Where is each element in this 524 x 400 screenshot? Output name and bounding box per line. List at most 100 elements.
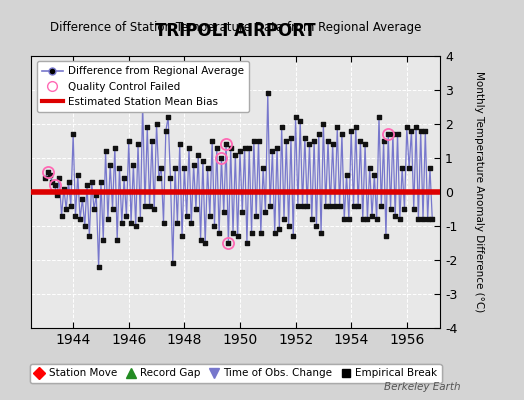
Point	[350, 202, 358, 209]
Point	[106, 162, 114, 168]
Point	[55, 175, 63, 182]
Point	[322, 202, 330, 209]
Point	[125, 138, 133, 144]
Point	[236, 148, 244, 154]
Point	[326, 202, 334, 209]
Point	[270, 230, 279, 236]
Point	[213, 145, 221, 151]
Point	[254, 138, 263, 144]
Point	[410, 206, 418, 212]
Point	[282, 138, 290, 144]
Point	[370, 172, 378, 178]
Point	[375, 114, 383, 120]
Point	[88, 178, 96, 185]
Point	[231, 151, 239, 158]
Point	[291, 114, 300, 120]
Point	[46, 172, 54, 178]
Point	[312, 223, 321, 229]
Point	[155, 175, 163, 182]
Point	[259, 165, 267, 171]
Point	[104, 216, 112, 222]
Point	[310, 138, 318, 144]
Point	[257, 230, 265, 236]
Point	[391, 213, 399, 219]
Point	[298, 202, 307, 209]
Text: TRIPOLI AIRPORT: TRIPOLI AIRPORT	[156, 22, 316, 40]
Point	[234, 233, 242, 239]
Point	[178, 233, 186, 239]
Point	[333, 124, 342, 130]
Point	[347, 128, 355, 134]
Point	[108, 206, 117, 212]
Point	[268, 148, 277, 154]
Point	[111, 145, 119, 151]
Point	[50, 182, 59, 188]
Point	[73, 172, 82, 178]
Point	[217, 155, 226, 161]
Point	[203, 165, 212, 171]
Point	[319, 121, 328, 127]
Point	[247, 230, 256, 236]
Point	[136, 216, 145, 222]
Point	[229, 230, 237, 236]
Point	[338, 131, 346, 137]
Point	[67, 202, 75, 209]
Point	[352, 124, 360, 130]
Point	[305, 141, 314, 148]
Point	[196, 236, 205, 243]
Point	[41, 175, 50, 182]
Point	[115, 165, 124, 171]
Point	[64, 178, 73, 185]
Point	[78, 196, 86, 202]
Point	[62, 206, 70, 212]
Title: Difference of Station Temperature Data from Regional Average: Difference of Station Temperature Data f…	[50, 21, 421, 34]
Point	[243, 240, 251, 246]
Point	[317, 230, 325, 236]
Point	[400, 206, 409, 212]
Point	[182, 213, 191, 219]
Point	[208, 138, 216, 144]
Point	[289, 233, 298, 239]
Point	[146, 202, 154, 209]
Point	[141, 202, 149, 209]
Point	[129, 162, 138, 168]
Point	[127, 219, 135, 226]
Point	[384, 131, 392, 137]
Point	[303, 202, 311, 209]
Point	[382, 233, 390, 239]
Point	[99, 236, 107, 243]
Point	[113, 236, 122, 243]
Point	[60, 186, 68, 192]
Point	[389, 131, 397, 137]
Point	[402, 124, 411, 130]
Point	[412, 124, 420, 130]
Legend: Station Move, Record Gap, Time of Obs. Change, Empirical Break: Station Move, Record Gap, Time of Obs. C…	[30, 364, 442, 383]
Point	[266, 202, 274, 209]
Point	[417, 128, 425, 134]
Point	[308, 216, 316, 222]
Point	[85, 233, 94, 239]
Point	[134, 141, 142, 148]
Point	[394, 131, 402, 137]
Point	[194, 151, 202, 158]
Point	[122, 213, 130, 219]
Point	[101, 148, 110, 154]
Point	[285, 223, 293, 229]
Point	[192, 206, 200, 212]
Point	[366, 165, 374, 171]
Point	[396, 216, 404, 222]
Point	[280, 216, 288, 222]
Point	[405, 165, 413, 171]
Point	[43, 168, 52, 175]
Point	[314, 131, 323, 137]
Point	[138, 100, 147, 107]
Point	[143, 124, 151, 130]
Point	[120, 175, 128, 182]
Point	[199, 158, 207, 165]
Point	[132, 223, 140, 229]
Point	[345, 216, 353, 222]
Point	[224, 240, 233, 246]
Point	[159, 219, 168, 226]
Point	[210, 223, 219, 229]
Y-axis label: Monthly Temperature Anomaly Difference (°C): Monthly Temperature Anomaly Difference (…	[474, 71, 484, 313]
